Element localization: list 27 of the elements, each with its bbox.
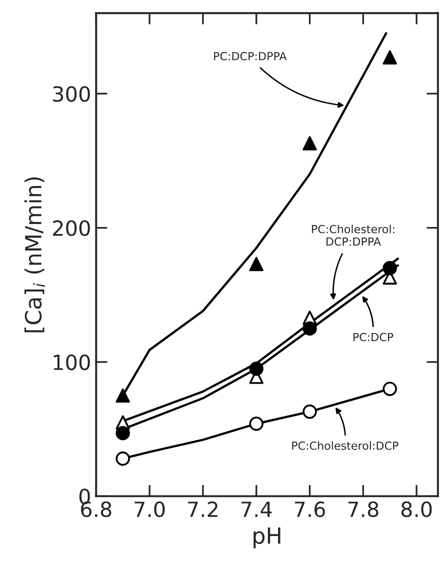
point <box>302 136 317 150</box>
point <box>382 382 397 396</box>
point <box>382 260 397 276</box>
point <box>249 256 264 272</box>
annotation: PC:DCP <box>353 332 394 342</box>
annotation: PC:Cholesterol: DCP:DPPA <box>312 224 394 246</box>
x-tick-label: 7.2 <box>188 501 218 517</box>
annotation: PC:Cholesterol:DCP <box>292 441 398 450</box>
x-tick-label: 8.0 <box>401 501 432 518</box>
x-tick-label: 7.6 <box>294 501 325 518</box>
x-tick-label: 7.8 <box>348 501 378 518</box>
x-axis-title: pH <box>254 527 280 548</box>
point <box>302 404 317 419</box>
point <box>382 50 397 65</box>
x-tick-label: 7.0 <box>134 501 165 518</box>
y-tick-label: 100 <box>54 354 90 370</box>
annotation: PC:DCP:DPPA <box>214 52 287 60</box>
point <box>116 388 130 403</box>
y-tick-label: 200 <box>53 220 90 236</box>
point <box>302 321 317 336</box>
point <box>116 426 130 440</box>
point <box>116 452 130 466</box>
point <box>249 362 264 376</box>
point <box>249 416 264 431</box>
y-tick-label: 300 <box>53 86 90 102</box>
x-tick-label: 7.4 <box>241 502 272 517</box>
y-axis-title: [Ca]$_{i}$ (nM/min) <box>24 177 45 332</box>
